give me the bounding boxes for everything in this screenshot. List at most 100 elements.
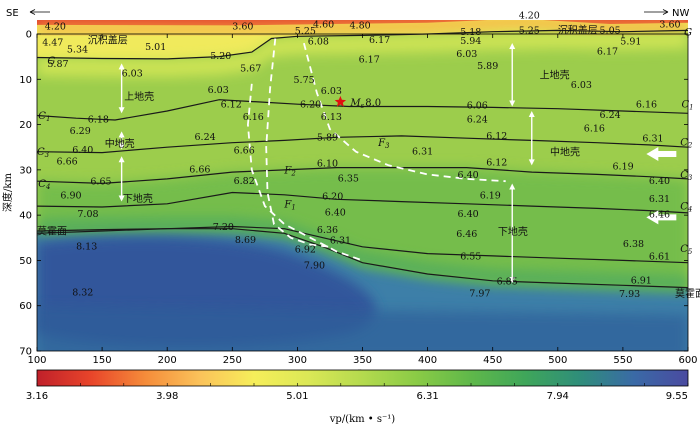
colorbar-title: vp/(km • s⁻¹) [329,414,396,425]
earthquake-magnitude: 8.0 [365,98,381,109]
interface-label-main: C [680,202,688,213]
region-label: 莫霍面 [675,288,700,300]
velocity-label: 6.10 [317,159,338,170]
velocity-label: 7.20 [213,222,234,233]
x-tick-label: 300 [288,355,307,366]
velocity-label: 6.38 [623,239,644,250]
velocity-label: 5.89 [477,61,498,72]
velocity-label: 7.97 [469,289,490,300]
region-label: 沉积盖层 [558,23,598,36]
x-tick-label: 600 [678,355,697,366]
interface-label: C3 [37,147,50,159]
interface-label: G [47,56,55,67]
region-label: 沉积盖层 [88,33,128,46]
velocity-label: 6.36 [317,225,338,236]
interface-label-main: G [47,56,55,67]
velocity-label: 6.17 [369,35,390,46]
y-axis-title: 深度/km [1,173,14,212]
velocity-label: 6.12 [486,131,507,142]
velocity-label: 6.17 [359,54,380,65]
region-label: 下地壳 [498,225,528,238]
y-tick-label: 70 [19,347,32,358]
velocity-label: 6.20 [322,192,343,203]
velocity-label: 6.24 [600,110,621,121]
interface-label: C2 [680,137,693,149]
interface-label-main: C [680,170,688,181]
velocity-label: 8.32 [72,288,93,299]
velocity-label: 6.31 [412,146,433,157]
velocity-label: 4.20 [519,11,540,22]
velocity-label: 6.03 [122,68,143,79]
fault-line-f1 [265,38,331,248]
interface-label-main: C [680,244,688,255]
velocity-label: 6.03 [571,80,592,91]
region-label: 中地壳 [105,137,135,150]
velocity-label: 5.25 [295,26,316,37]
interface-label-sub: 1 [46,115,50,123]
x-tick-label: 350 [353,355,372,366]
interface-label-sub: 4 [687,206,692,214]
velocity-label: 5.20 [210,51,231,62]
velocity-label: 6.31 [330,236,351,247]
interface-label-main: C [37,147,45,158]
velocity-label: 6.12 [486,158,507,169]
velocity-label: 3.60 [659,20,680,31]
velocity-label: 6.16 [584,124,605,135]
region-label: 上地壳 [540,69,570,82]
x-tick-label: 400 [418,355,437,366]
velocity-label: 6.35 [338,174,359,185]
velocity-label: 8.13 [76,241,97,252]
y-tick-label: 20 [19,120,32,131]
interface-label: C3 [680,170,693,182]
x-tick-label: 500 [548,355,567,366]
velocity-label: 4.60 [313,20,334,31]
velocity-label: 6.16 [243,112,264,123]
interface-label: G [684,28,692,39]
thickness-arrow-middle-nw [528,110,535,166]
velocity-label: 6.12 [221,100,242,111]
interface-label: F3 [377,138,390,150]
velocity-label: 6.03 [456,49,477,60]
y-tick-label: 50 [19,256,32,267]
velocity-label: 4.47 [42,38,63,49]
interface-line-c3 [37,167,688,185]
interface-label: C1 [682,100,694,112]
velocity-label: 6.55 [460,251,481,262]
fault-line-f3 [303,42,506,183]
interface-label-main: C [38,179,46,190]
mantle-bottom-fill [37,305,688,351]
earthquake-star-icon [334,95,347,107]
thickness-arrow-lower-nw [509,183,516,284]
velocity-label: 6.16 [636,100,657,111]
velocity-label: 7.90 [304,261,325,272]
velocity-label: 8.69 [235,235,256,246]
colorbar-tick-label: 3.16 [26,391,48,402]
x-tick-label: 450 [483,355,502,366]
interface-label-main: C [680,137,688,148]
direction-nw-label: NW [672,8,689,19]
velocity-label: 5.01 [145,42,166,53]
region-label: 莫霍面 [37,226,67,238]
velocity-label: 6.19 [480,190,501,201]
velocity-label: 6.66 [234,145,255,156]
velocity-label: 6.18 [88,115,109,126]
colorbar-tick-label: 7.94 [547,391,569,402]
earthquake-label-ms: M [349,98,361,109]
velocity-label: 6.06 [467,101,488,112]
earthquake-label: Ms8.0 [349,98,381,110]
velocity-label: 6.08 [308,36,329,47]
interface-label-main: G [684,28,692,39]
interface-label-sub: 2 [687,141,693,149]
interface-line-c2 [37,135,688,154]
moho-transition-fill [37,217,688,293]
colorbar-tick-label: 3.98 [156,391,178,402]
velocity-label: 5.05 [600,25,621,36]
velocity-label: 6.40 [458,209,479,220]
surface-orange-fill [37,20,688,33]
velocity-label: 6.66 [189,165,210,176]
interface-line-c4 [37,191,688,214]
interface-label-sub: 5 [688,248,693,256]
interface-line-moho [37,228,688,289]
velocity-label: 5.75 [294,75,315,86]
interface-label-sub: 3 [688,174,693,182]
